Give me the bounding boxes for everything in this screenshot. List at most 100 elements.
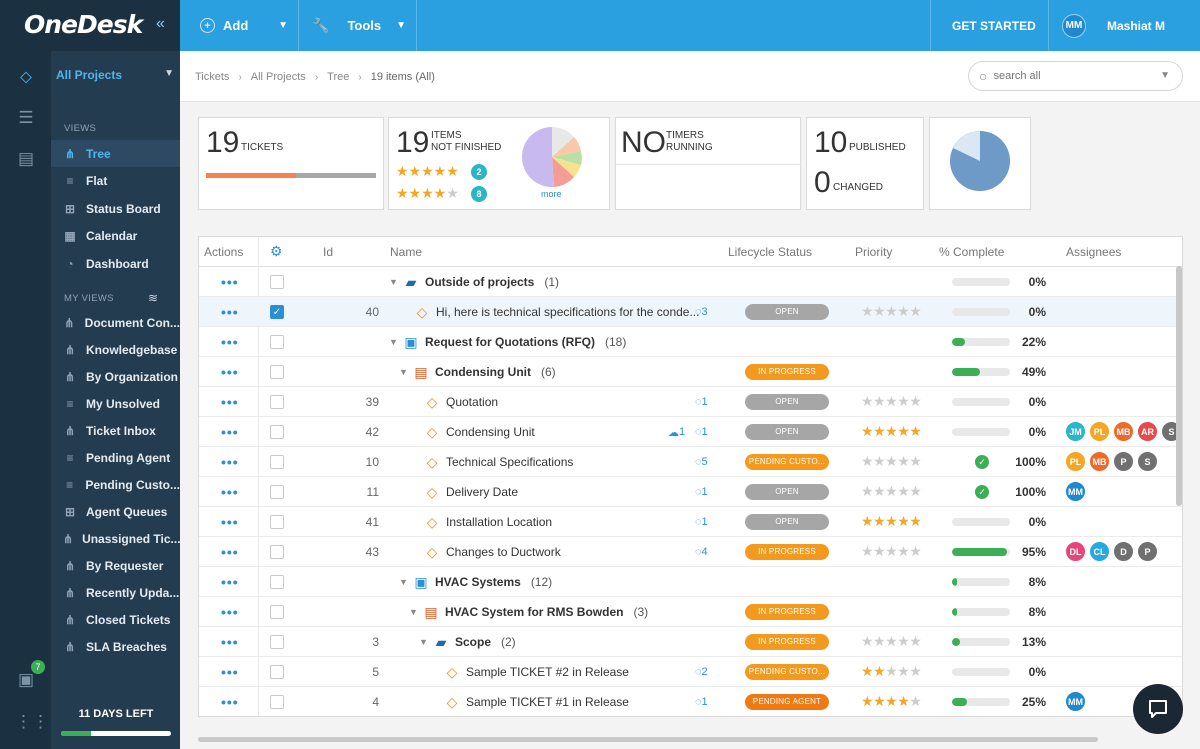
- star-icon[interactable]: ★: [885, 393, 898, 409]
- star-icon[interactable]: ★: [909, 423, 922, 439]
- assignee-avatar[interactable]: D: [1113, 541, 1134, 562]
- table-row[interactable]: ••• ▼ ▰ Outside of projects (1) 0%: [199, 267, 1182, 297]
- star-icon[interactable]: ★: [909, 633, 922, 649]
- row-name[interactable]: Condensing Unit: [446, 425, 535, 439]
- messages-count[interactable]: ◌ 2: [695, 657, 708, 687]
- star-icon[interactable]: ★: [885, 453, 898, 469]
- row-name[interactable]: Quotation: [446, 395, 499, 409]
- breadcrumb-item[interactable]: All Projects: [250, 71, 306, 83]
- row-name[interactable]: Installation Location: [446, 515, 553, 529]
- lifecycle-status-badge[interactable]: IN PROGRESS: [745, 544, 829, 560]
- priority-stars[interactable]: ★★★★★: [861, 663, 922, 680]
- star-icon[interactable]: ★: [897, 483, 910, 499]
- sidebar-view-2[interactable]: ⊞ Status Board: [51, 195, 180, 222]
- sidebar-myview-7[interactable]: ⊞ Agent Queues: [51, 498, 180, 525]
- table-row[interactable]: ••• 43 ◇ Changes to Ductwork ◌ 4 IN PROGRESS ★★…: [199, 537, 1182, 567]
- table-row[interactable]: ••• ▼ ▣ HVAC Systems (12) 8%: [199, 567, 1182, 597]
- row-actions-menu[interactable]: •••: [221, 544, 239, 560]
- table-row[interactable]: ••• 3 ▼ ▰ Scope (2) IN PROGRESS ★★★★★ 13%: [199, 627, 1182, 657]
- project-selector[interactable]: All Projects ▼: [51, 51, 180, 99]
- sidebar-myview-5[interactable]: ≡ Pending Agent: [51, 444, 180, 471]
- star-icon[interactable]: ★: [885, 423, 898, 439]
- table-row[interactable]: ••• ▼ ▤ HVAC System for RMS Bowden (3) IN PRO…: [199, 597, 1182, 627]
- row-name[interactable]: HVAC System for RMS Bowden: [445, 605, 624, 619]
- get-started-button[interactable]: GET STARTED: [952, 18, 1036, 33]
- row-name[interactable]: Hi, here is technical specifications for…: [436, 305, 700, 319]
- assignee-avatar[interactable]: MM: [1065, 691, 1086, 712]
- star-icon[interactable]: ★: [909, 663, 922, 679]
- sidebar-myview-8[interactable]: ⋔ Unassigned Tic...: [51, 525, 180, 552]
- trial-days-left[interactable]: 11 DAYS LEFT: [78, 708, 154, 720]
- row-checkbox[interactable]: [270, 335, 284, 349]
- star-icon[interactable]: ★: [909, 543, 922, 559]
- onedesk-logo[interactable]: OneDesk: [24, 10, 143, 39]
- priority-stars[interactable]: ★★★★★: [861, 303, 922, 320]
- priority-stars[interactable]: ★★★★★: [861, 423, 922, 440]
- col-name[interactable]: Name: [390, 245, 423, 259]
- row-actions-menu[interactable]: •••: [221, 664, 239, 680]
- table-row[interactable]: ••• 42 ◇ Condensing Unit ☁ 1 ◌ 1 OPEN ★★★★★ 0% JM PL…: [199, 417, 1182, 447]
- row-actions-menu[interactable]: •••: [221, 454, 239, 470]
- assignee-avatar[interactable]: JM: [1065, 421, 1086, 442]
- star-icon[interactable]: ★: [885, 483, 898, 499]
- table-row[interactable]: ••• 10 ◇ Technical Specifications ◌ 5 PENDING …: [199, 447, 1182, 477]
- messages-count[interactable]: ◌ 1: [695, 417, 708, 447]
- row-name[interactable]: Request for Quotations (RFQ): [425, 335, 595, 349]
- row-name[interactable]: Delivery Date: [446, 485, 519, 499]
- star-icon[interactable]: ★: [873, 483, 886, 499]
- table-row[interactable]: ••• 4 ◇ Sample TICKET #1 in Release ◌ 1 PENDIN…: [199, 687, 1182, 716]
- priority-stars[interactable]: ★★★★★: [861, 393, 922, 410]
- lifecycle-status-badge[interactable]: OPEN: [745, 514, 829, 530]
- sidebar-myview-6[interactable]: ≡ Pending Custo...: [51, 471, 180, 498]
- lifecycle-status-badge[interactable]: OPEN: [745, 484, 829, 500]
- star-icon[interactable]: ★: [873, 453, 886, 469]
- table-row[interactable]: ••• ▼ ▣ Request for Quotations (RFQ) (18) 22%: [199, 327, 1182, 357]
- expand-chevron-icon[interactable]: ▼: [419, 637, 428, 647]
- table-row[interactable]: ••• ✓ 40 ◇ Hi, here is technical specificati…: [199, 297, 1182, 327]
- breadcrumb-item[interactable]: Tickets: [195, 71, 230, 83]
- star-icon[interactable]: ★: [885, 543, 898, 559]
- attachments-count[interactable]: ☁ 1: [668, 417, 685, 447]
- row-name[interactable]: Outside of projects: [425, 275, 535, 289]
- col-actions[interactable]: Actions: [204, 245, 244, 259]
- row-name-cell[interactable]: ◇ Installation Location: [423, 507, 552, 537]
- messages-count[interactable]: ◌ 1: [695, 387, 708, 417]
- chat-app-icon[interactable]: ▣: [17, 670, 35, 689]
- star-icon[interactable]: ★: [885, 513, 898, 529]
- row-actions-menu[interactable]: •••: [221, 694, 239, 710]
- star-icon[interactable]: ★: [861, 423, 874, 439]
- star-icon[interactable]: ★: [885, 693, 898, 709]
- sidebar-view-0[interactable]: ⋔ Tree: [51, 140, 180, 167]
- row-name-cell[interactable]: ◇ Sample TICKET #2 in Release: [443, 657, 629, 687]
- row-actions-menu[interactable]: •••: [221, 394, 239, 410]
- filter-settings-icon[interactable]: ≋: [148, 291, 159, 305]
- star-icon[interactable]: ★: [873, 633, 886, 649]
- lifecycle-status-badge[interactable]: PENDING CUSTO...: [745, 454, 829, 470]
- published-pie-card[interactable]: [929, 117, 1031, 210]
- add-button[interactable]: + Add ▼: [200, 0, 298, 51]
- messages-app-icon[interactable]: ▤: [17, 149, 35, 168]
- collapse-sidebar-icon[interactable]: «: [156, 15, 165, 32]
- tasks-app-icon[interactable]: ☰: [18, 108, 34, 127]
- table-row[interactable]: ••• 11 ◇ Delivery Date ◌ 1 OPEN ★★★★★ ✓ 100% MM: [199, 477, 1182, 507]
- star-icon[interactable]: ★: [861, 483, 874, 499]
- row-name-cell[interactable]: ◇ Technical Specifications: [423, 447, 574, 477]
- row-name-cell[interactable]: ▼ ▰ Scope (2): [419, 627, 516, 657]
- chat-button[interactable]: [1133, 684, 1183, 734]
- star-icon[interactable]: ★: [873, 423, 886, 439]
- star-icon[interactable]: ★: [897, 423, 910, 439]
- star-icon[interactable]: ★: [861, 303, 874, 319]
- expand-chevron-icon[interactable]: ▼: [389, 337, 398, 347]
- col-percent-complete[interactable]: % Complete: [939, 245, 1005, 259]
- row-actions-menu[interactable]: •••: [221, 334, 239, 350]
- row-name-cell[interactable]: ▼ ▤ Condensing Unit (6): [399, 357, 556, 387]
- expand-chevron-icon[interactable]: ▼: [399, 577, 408, 587]
- row-name-cell[interactable]: ◇ Hi, here is technical specifications fo…: [413, 297, 700, 327]
- horizontal-scrollbar[interactable]: [198, 737, 1098, 742]
- lifecycle-status-badge[interactable]: PENDING AGENT: [745, 694, 829, 710]
- search-input[interactable]: [993, 70, 1144, 82]
- star-icon[interactable]: ★: [873, 693, 886, 709]
- row-actions-menu[interactable]: •••: [221, 514, 239, 530]
- row-checkbox[interactable]: ✓: [270, 305, 284, 319]
- lifecycle-status-badge[interactable]: PENDING CUSTO...: [745, 664, 829, 680]
